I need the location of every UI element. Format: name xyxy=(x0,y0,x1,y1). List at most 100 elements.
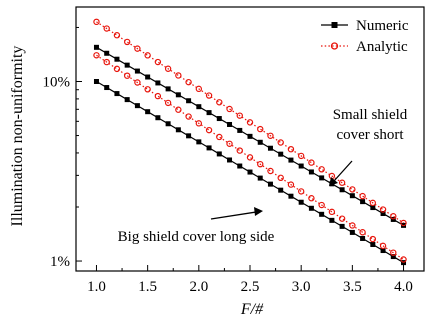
data-point-analytic xyxy=(185,113,192,120)
data-point-numeric xyxy=(114,56,120,62)
data-point-analytic xyxy=(379,242,387,250)
data-point-analytic xyxy=(297,152,305,160)
data-point-numeric xyxy=(145,74,151,80)
data-point-analytic xyxy=(267,132,274,139)
data-point-numeric xyxy=(339,187,345,193)
data-point-numeric xyxy=(298,163,304,169)
data-point-numeric xyxy=(196,139,202,145)
data-point-analytic xyxy=(257,125,264,133)
data-point-analytic xyxy=(205,126,213,134)
data-point-analytic xyxy=(103,25,110,32)
data-point-numeric xyxy=(124,62,130,68)
series-line-analytic xyxy=(96,54,404,260)
data-point-numeric xyxy=(165,121,171,127)
data-point-numeric xyxy=(186,133,192,139)
data-point-analytic xyxy=(113,32,121,39)
legend: Numeric Analytic xyxy=(321,18,409,55)
data-point-analytic xyxy=(257,160,264,168)
data-point-numeric xyxy=(206,110,212,116)
data-point-numeric xyxy=(308,205,314,211)
data-point-numeric xyxy=(370,241,376,247)
data-point-analytic xyxy=(318,166,325,173)
data-point-analytic xyxy=(216,133,223,141)
x-axis-title: F/# xyxy=(240,301,264,318)
data-point-analytic xyxy=(144,86,151,93)
annotation-upper: Small shield cover short xyxy=(329,107,408,186)
data-point-analytic xyxy=(390,213,397,220)
data-point-analytic xyxy=(267,167,274,175)
data-point-analytic xyxy=(328,208,336,216)
data-point-numeric xyxy=(206,145,212,151)
plot-area xyxy=(93,18,407,266)
y-tick-label: 10% xyxy=(43,75,71,91)
data-point-analytic xyxy=(400,256,407,263)
data-point-numeric xyxy=(114,91,120,97)
axes xyxy=(75,6,425,272)
data-point-numeric xyxy=(380,248,386,254)
data-point-numeric xyxy=(319,175,325,181)
data-point-analytic xyxy=(277,139,284,146)
data-point-numeric xyxy=(278,187,284,193)
data-point-numeric xyxy=(145,109,151,115)
data-point-numeric xyxy=(257,175,263,181)
data-point-numeric xyxy=(360,235,366,241)
data-point-numeric xyxy=(288,157,294,163)
data-point-numeric xyxy=(247,169,253,175)
data-point-analytic xyxy=(205,92,213,99)
data-point-numeric xyxy=(349,229,355,235)
data-point-analytic xyxy=(185,78,192,86)
data-point-analytic xyxy=(226,140,233,147)
data-point-analytic xyxy=(349,186,356,193)
data-point-analytic xyxy=(134,45,141,52)
data-point-numeric xyxy=(237,163,243,169)
data-point-analytic xyxy=(103,58,110,66)
data-point-numeric xyxy=(175,92,181,98)
x-tick-label: 3.0 xyxy=(292,279,311,295)
data-point-numeric xyxy=(175,127,181,133)
data-point-analytic xyxy=(164,99,172,107)
data-point-analytic xyxy=(390,249,397,256)
data-point-analytic xyxy=(246,119,254,126)
y-tick-label: 1% xyxy=(50,254,70,270)
data-point-analytic xyxy=(175,106,182,113)
data-point-numeric xyxy=(339,223,345,229)
data-point-numeric xyxy=(227,157,233,163)
data-point-numeric xyxy=(237,127,243,133)
data-point-analytic xyxy=(113,65,121,73)
data-point-analytic xyxy=(277,174,284,181)
data-point-analytic xyxy=(369,235,377,243)
data-point-analytic xyxy=(154,92,162,100)
tick-labels: 1.0 1.5 2.0 2.5 3.0 3.5 4.0 1% 10% xyxy=(43,75,413,295)
data-point-analytic xyxy=(236,147,243,154)
data-point-analytic xyxy=(236,112,243,119)
annotation-upper-line1: Small shield xyxy=(333,107,408,123)
data-point-analytic xyxy=(93,52,100,59)
data-point-analytic xyxy=(308,195,315,202)
data-point-numeric xyxy=(380,210,386,216)
data-point-analytic xyxy=(400,219,407,227)
data-point-analytic xyxy=(246,154,254,161)
data-point-analytic xyxy=(308,159,315,166)
data-point-analytic xyxy=(379,206,387,213)
data-point-numeric xyxy=(93,44,99,50)
x-tick-label: 4.0 xyxy=(394,279,413,295)
annotation-lower-arrow xyxy=(210,211,257,220)
data-point-analytic xyxy=(195,85,203,93)
data-point-numeric xyxy=(247,133,253,139)
data-point-numeric xyxy=(370,205,376,211)
data-point-numeric xyxy=(216,116,222,122)
annotation-upper-arrow xyxy=(333,160,353,182)
data-point-analytic xyxy=(359,229,366,236)
data-point-analytic xyxy=(338,215,346,222)
data-point-numeric xyxy=(216,151,222,157)
data-point-analytic xyxy=(359,192,366,200)
data-point-numeric xyxy=(349,193,355,199)
x-tick-label: 1.5 xyxy=(138,279,157,295)
data-point-numeric xyxy=(104,50,110,56)
data-point-analytic xyxy=(164,65,172,72)
data-point-analytic xyxy=(123,38,131,46)
x-tick-label: 3.5 xyxy=(343,279,362,295)
legend-analytic-marker xyxy=(330,42,339,50)
data-point-numeric xyxy=(104,85,110,91)
